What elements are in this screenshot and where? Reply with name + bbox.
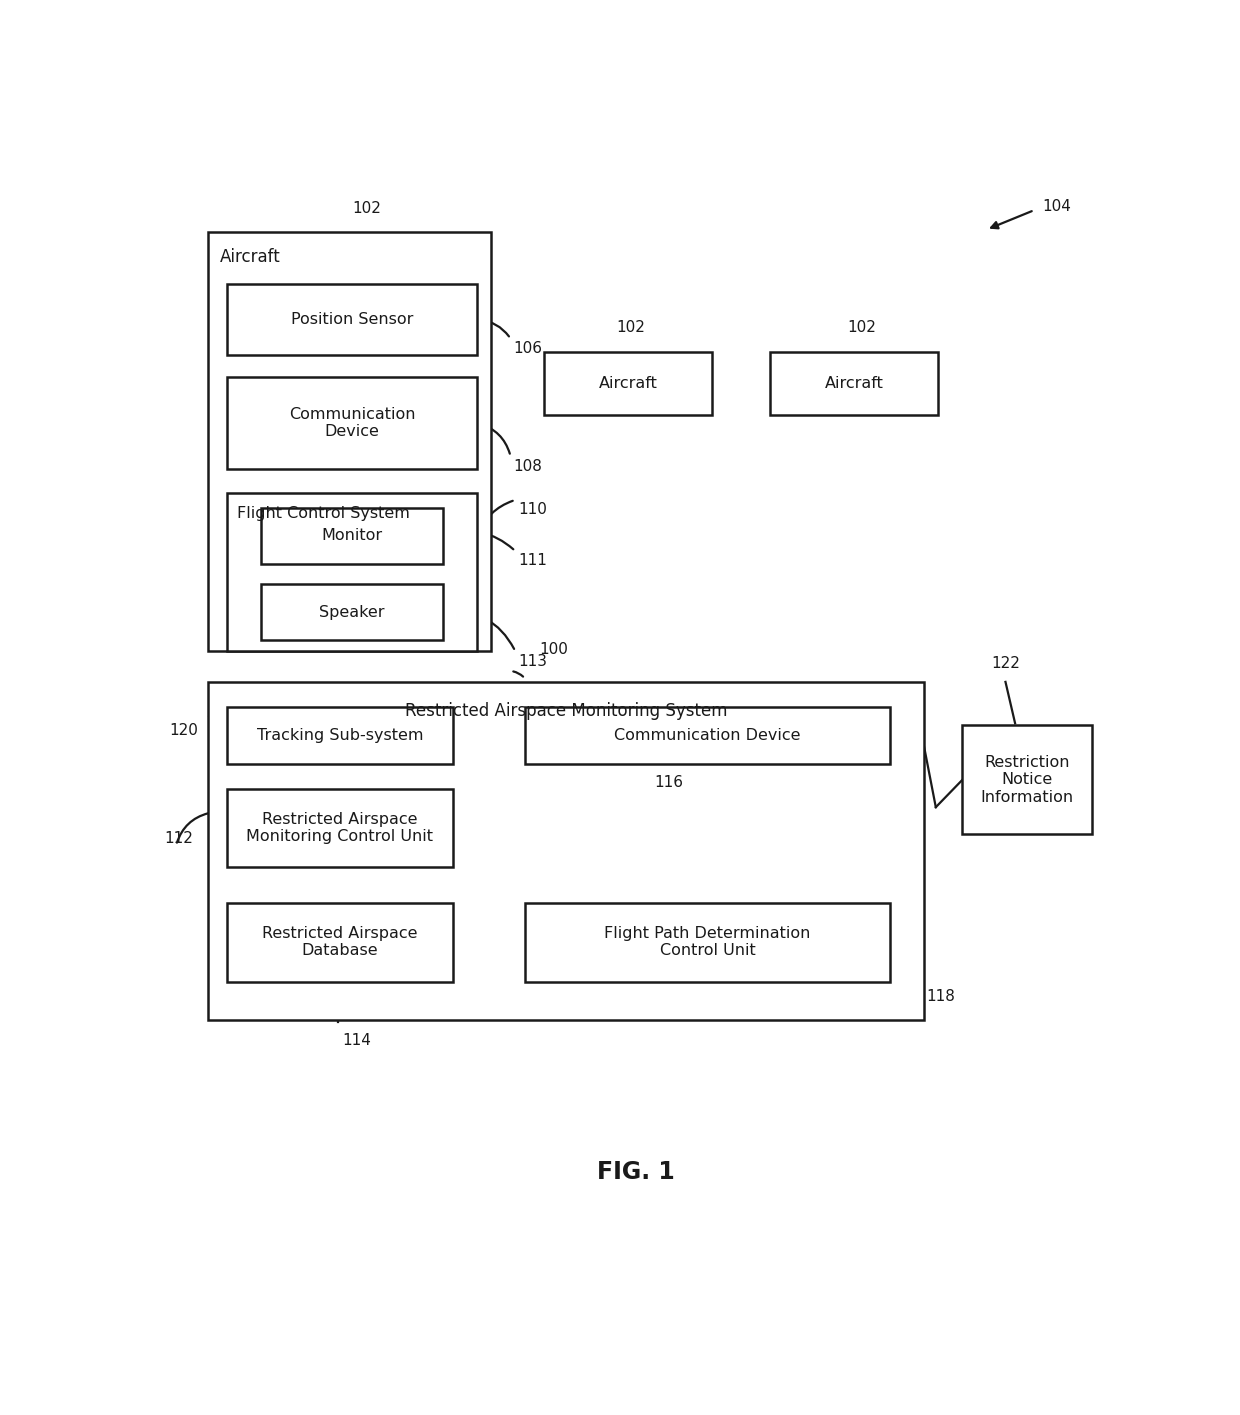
- Text: Restricted Airspace Monitoring System: Restricted Airspace Monitoring System: [404, 702, 727, 719]
- FancyBboxPatch shape: [260, 508, 444, 565]
- FancyBboxPatch shape: [525, 903, 890, 982]
- Text: Communication
Device: Communication Device: [289, 408, 415, 439]
- Text: 100: 100: [539, 642, 568, 657]
- Text: Aircraft: Aircraft: [219, 248, 280, 266]
- FancyBboxPatch shape: [227, 284, 477, 355]
- Text: Aircraft: Aircraft: [825, 376, 884, 391]
- FancyBboxPatch shape: [227, 708, 453, 764]
- Text: 102: 102: [352, 201, 381, 215]
- Text: Position Sensor: Position Sensor: [291, 313, 413, 327]
- FancyBboxPatch shape: [770, 352, 939, 415]
- Text: 116: 116: [655, 774, 683, 790]
- FancyBboxPatch shape: [525, 708, 890, 764]
- Text: 106: 106: [513, 341, 542, 355]
- Text: 102: 102: [616, 320, 645, 335]
- Text: 111: 111: [518, 553, 547, 569]
- Text: 113: 113: [518, 654, 547, 668]
- Text: 122: 122: [991, 657, 1021, 671]
- Text: Flight Path Determination
Control Unit: Flight Path Determination Control Unit: [604, 925, 811, 958]
- Text: 114: 114: [342, 1033, 371, 1047]
- FancyBboxPatch shape: [208, 232, 491, 651]
- FancyBboxPatch shape: [962, 726, 1092, 835]
- Text: Restricted Airspace
Database: Restricted Airspace Database: [262, 925, 418, 958]
- Text: 104: 104: [1042, 200, 1071, 214]
- FancyBboxPatch shape: [208, 682, 924, 1020]
- Text: FIG. 1: FIG. 1: [596, 1160, 675, 1184]
- FancyBboxPatch shape: [544, 352, 713, 415]
- Text: 118: 118: [926, 989, 956, 1005]
- Text: Flight Control System: Flight Control System: [237, 507, 409, 522]
- FancyBboxPatch shape: [227, 788, 453, 867]
- Text: Communication Device: Communication Device: [614, 727, 801, 743]
- Text: Restricted Airspace
Monitoring Control Unit: Restricted Airspace Monitoring Control U…: [247, 812, 434, 845]
- FancyBboxPatch shape: [227, 494, 477, 651]
- Text: 108: 108: [513, 458, 542, 474]
- Text: Monitor: Monitor: [321, 528, 383, 543]
- Text: 112: 112: [165, 831, 193, 846]
- FancyBboxPatch shape: [227, 376, 477, 470]
- Text: 110: 110: [518, 502, 547, 516]
- Text: 120: 120: [170, 723, 198, 739]
- Text: Aircraft: Aircraft: [599, 376, 657, 391]
- Text: 102: 102: [847, 320, 875, 335]
- FancyBboxPatch shape: [227, 903, 453, 982]
- Text: Speaker: Speaker: [319, 604, 384, 620]
- FancyBboxPatch shape: [260, 584, 444, 641]
- Text: Tracking Sub-system: Tracking Sub-system: [257, 727, 423, 743]
- Text: Restriction
Notice
Information: Restriction Notice Information: [981, 756, 1074, 805]
